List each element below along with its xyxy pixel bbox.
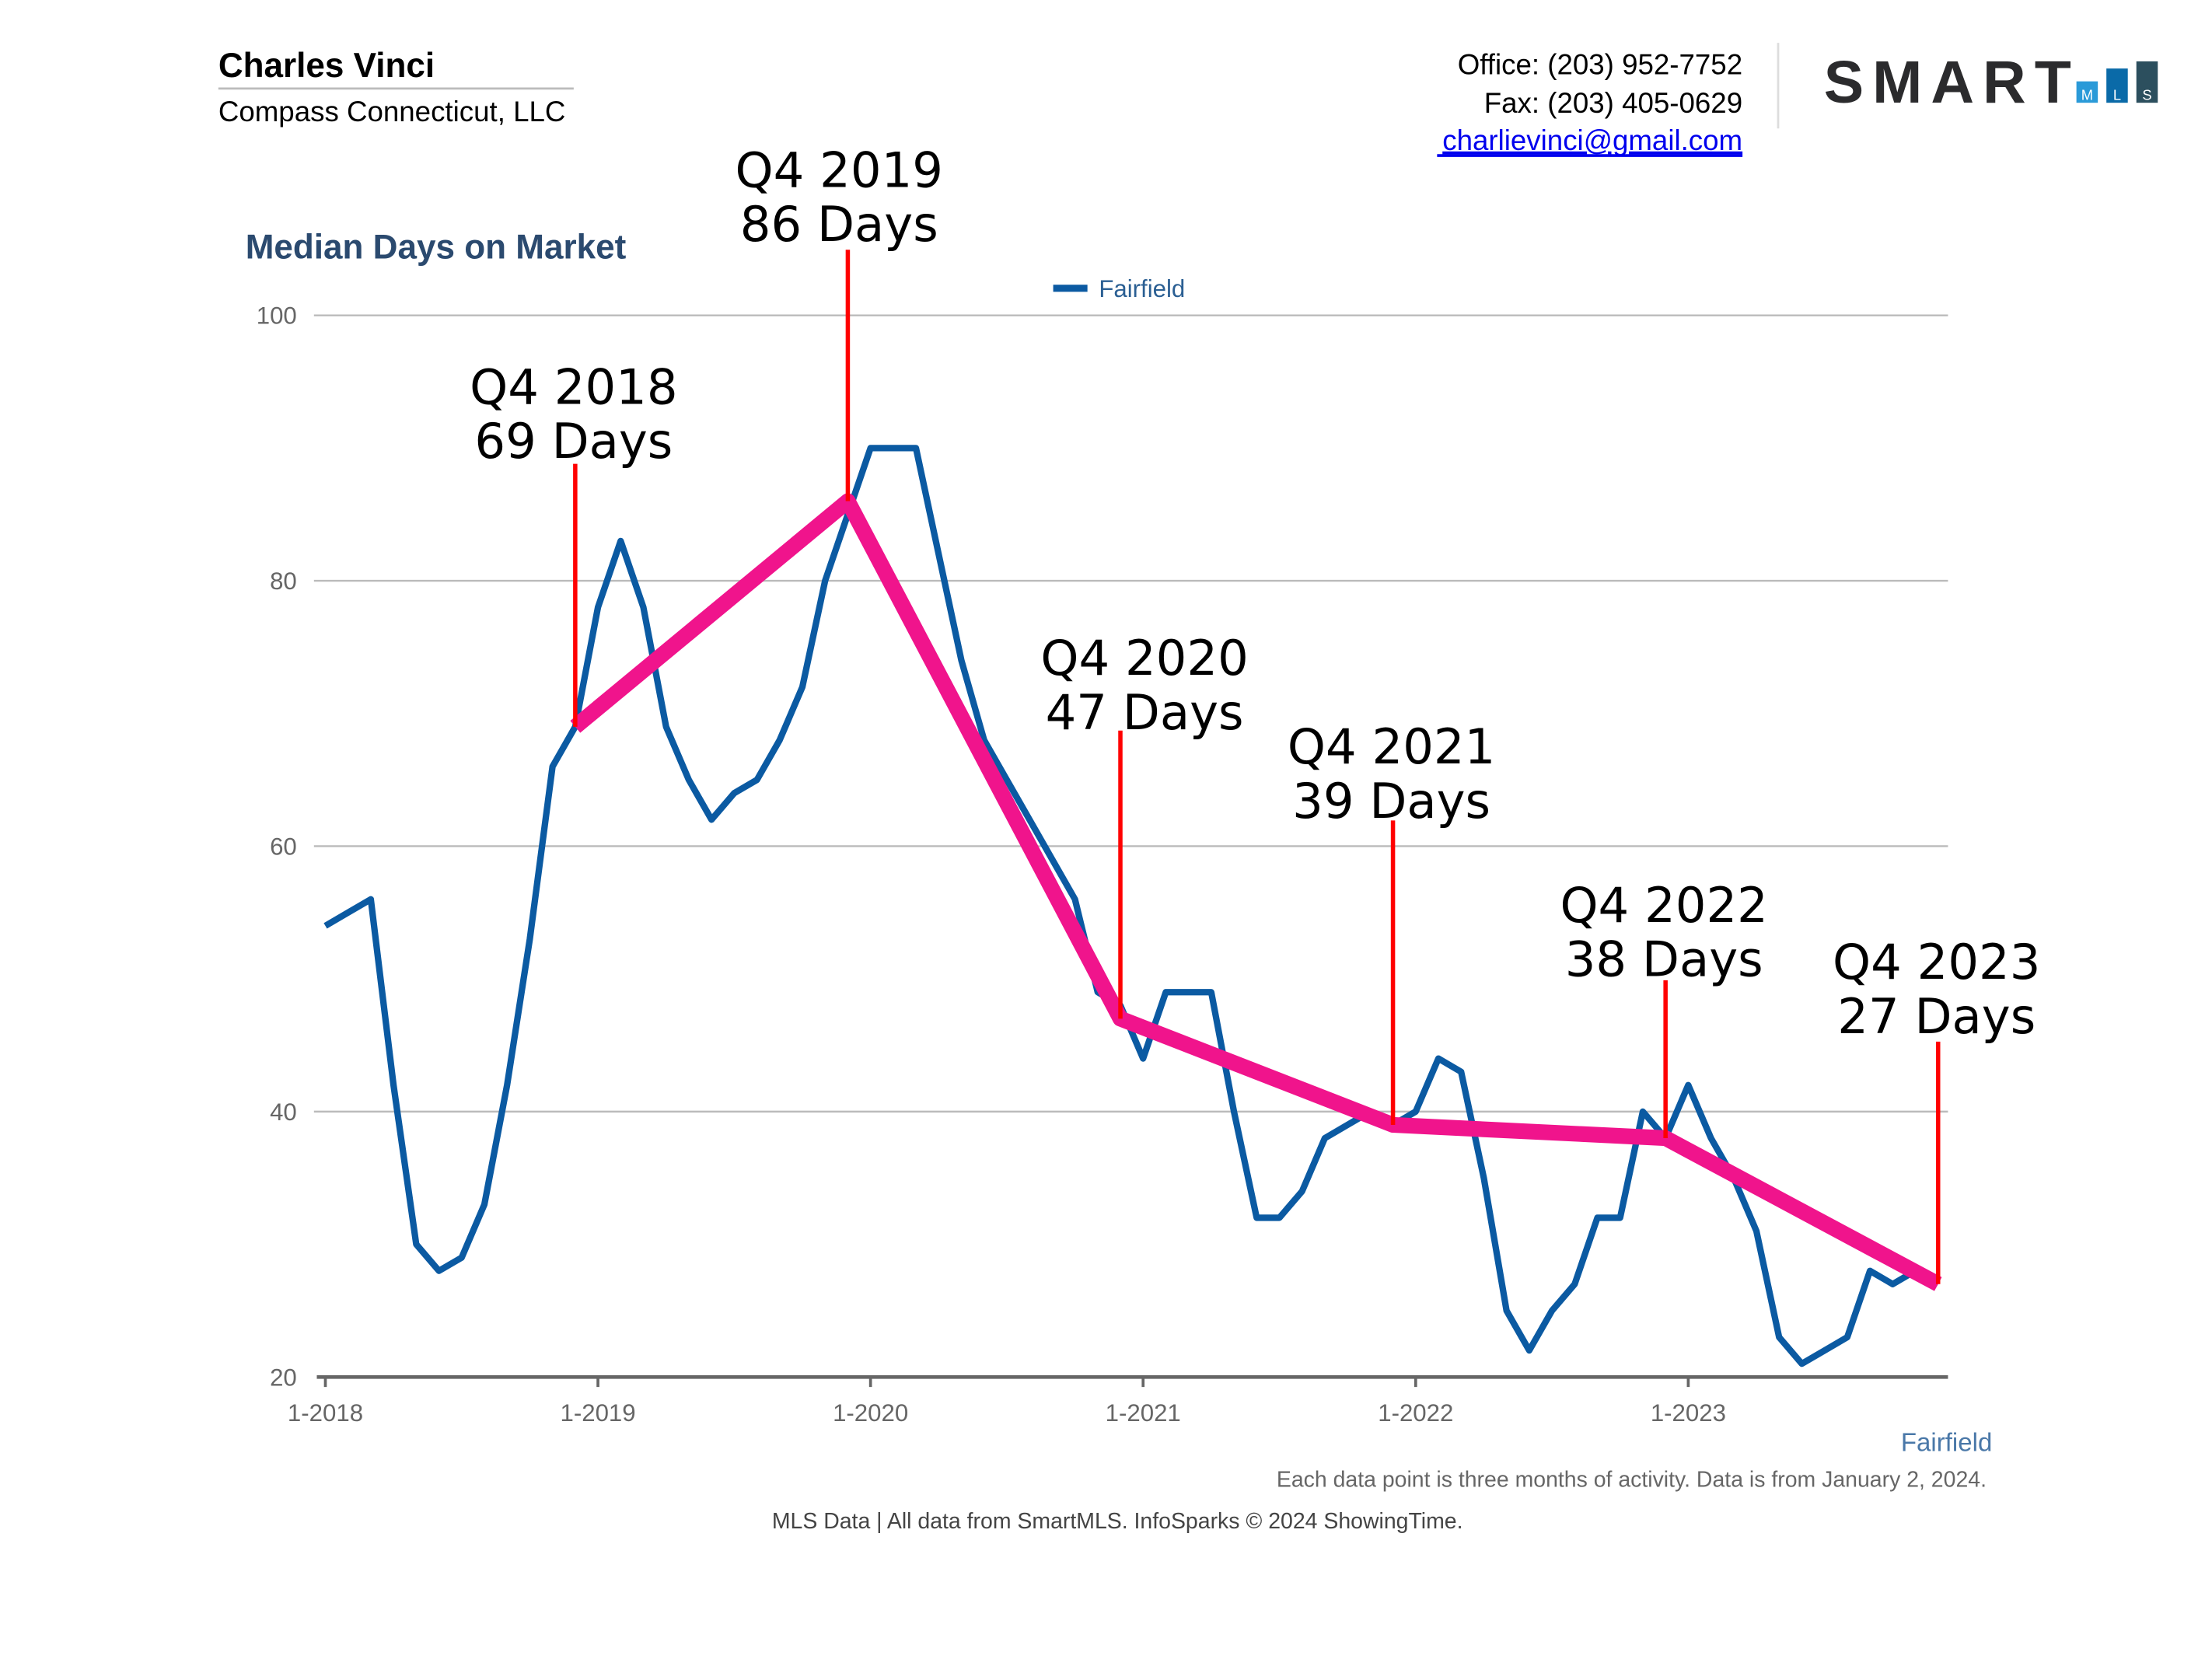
- annotation-quarter: Q4 2020: [1040, 630, 1248, 686]
- x-tick-label: 1-2018: [288, 1399, 363, 1427]
- trend-line-q4: [570, 493, 1942, 1291]
- y-tick-label: 20: [270, 1364, 297, 1391]
- logo-bar-m: [2076, 81, 2098, 103]
- series-line-fairfield: [323, 445, 1940, 1367]
- company-name: Compass Connecticut, LLC: [218, 96, 566, 127]
- x-tick-label: 1-2023: [1651, 1399, 1726, 1427]
- x-axis-caption: Fairfield: [1901, 1428, 1992, 1457]
- annotation-days: 39 Days: [1292, 773, 1490, 830]
- email-link[interactable]: charlievinci@gmail.com: [1442, 124, 1742, 156]
- x-tick-label: 1-2021: [1106, 1399, 1181, 1427]
- x-tick-label: 1-2019: [561, 1399, 636, 1427]
- x-tick-label: 1-2020: [833, 1399, 908, 1427]
- annotation-days: 38 Days: [1565, 931, 1763, 988]
- annotation-days: 27 Days: [1837, 988, 2036, 1045]
- logo-l: L: [2113, 87, 2121, 103]
- annotation-days: 69 Days: [474, 413, 673, 470]
- y-tick-label: 100: [257, 302, 297, 330]
- annotation-quarter: Q4 2019: [736, 141, 943, 198]
- annotation-quarter: Q4 2021: [1288, 718, 1495, 775]
- annotation-quarter: Q4 2023: [1833, 934, 2040, 990]
- legend-label-fairfield: Fairfield: [1099, 275, 1185, 302]
- annotation-quarter: Q4 2022: [1560, 877, 1767, 934]
- chart-title: Median Days on Market: [246, 228, 627, 266]
- logo-bar-l: [2106, 68, 2128, 103]
- logo-s: S: [2142, 87, 2151, 103]
- logo-text: SMART: [1824, 49, 2080, 116]
- footer-note: Each data point is three months of activ…: [1277, 1468, 1987, 1493]
- y-tick-label: 40: [270, 1098, 297, 1126]
- fax-number: Fax: (203) 405-0629: [1484, 87, 1742, 119]
- annotation-days: 47 Days: [1046, 684, 1244, 741]
- x-tick-label: 1-2022: [1378, 1399, 1453, 1427]
- logo-m: M: [2081, 87, 2093, 103]
- y-tick-label: 80: [270, 568, 297, 595]
- annotation-days: 86 Days: [740, 196, 938, 253]
- smartmls-logo: SMART M L S: [1824, 49, 2158, 116]
- footer-source: MLS Data | All data from SmartMLS. InfoS…: [772, 1509, 1463, 1534]
- agent-name: Charles Vinci: [218, 47, 435, 85]
- logo-bar-s: [2136, 61, 2158, 103]
- annotation-quarter: Q4 2018: [470, 358, 677, 415]
- y-tick-label: 60: [270, 833, 297, 860]
- office-phone: Office: (203) 952-7752: [1458, 48, 1742, 80]
